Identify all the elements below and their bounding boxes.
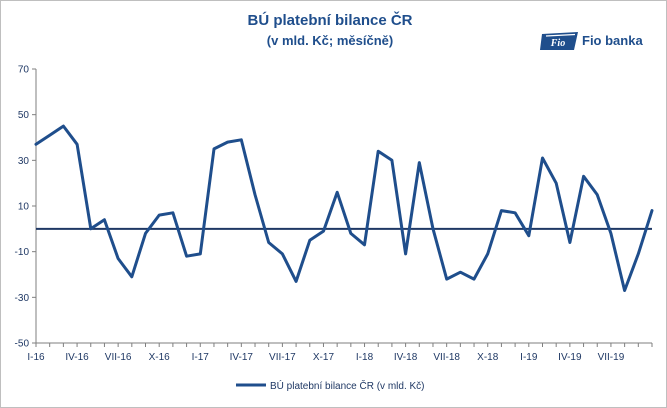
x-tick-label: I-19	[520, 352, 538, 363]
x-axis: I-16 IV-16 VII-16 X-16 I-17 IV-17 VII-17 X-17 I-…	[27, 342, 653, 363]
x-tick-label: I-16	[27, 352, 45, 363]
x-tick-label: IV-18	[394, 352, 418, 363]
y-tick-label: -50	[15, 339, 30, 350]
x-tick-label: IV-17	[230, 352, 254, 363]
logo-mark-text: Fio	[550, 38, 565, 49]
series-line-bu	[34, 124, 654, 292]
x-tick-label: VII-18	[433, 352, 460, 363]
x-tick-label: IV-16	[65, 352, 89, 363]
x-tick-label: I-17	[192, 352, 210, 363]
y-tick-label: 70	[18, 65, 30, 76]
chart-subtitle: (v mld. Kč; měsíčně)	[266, 33, 394, 48]
y-tick-label: 50	[18, 110, 30, 121]
x-tick-label: X-16	[149, 352, 171, 363]
y-tick-label: -10	[15, 247, 30, 258]
x-tick-label: X-18	[477, 352, 499, 363]
fio-logo-icon: Fio	[540, 32, 578, 50]
chart-title: BÚ platební bilance ČR	[247, 12, 413, 29]
x-tick-label: VII-17	[269, 352, 296, 363]
legend: BÚ platební bilance ČR (v mld. Kč)	[236, 379, 425, 392]
x-tick-label: X-17	[313, 352, 335, 363]
y-tick-label: 10	[18, 202, 30, 213]
y-axis: 70 50 30 10 -10 -30 -50	[15, 65, 37, 350]
y-tick-label: 30	[18, 156, 30, 167]
x-tick-label: VII-16	[105, 352, 132, 363]
legend-label: BÚ platební bilance ČR (v mld. Kč)	[270, 379, 425, 392]
logo-text: Fio banka	[582, 33, 643, 48]
x-tick-label: IV-19	[558, 352, 582, 363]
y-tick-label: -30	[15, 293, 30, 304]
x-tick-label: VII-19	[598, 352, 625, 363]
x-tick-label: I-18	[356, 352, 374, 363]
fio-banka-logo: Fio Fio banka	[540, 30, 655, 52]
series-group	[34, 124, 654, 292]
